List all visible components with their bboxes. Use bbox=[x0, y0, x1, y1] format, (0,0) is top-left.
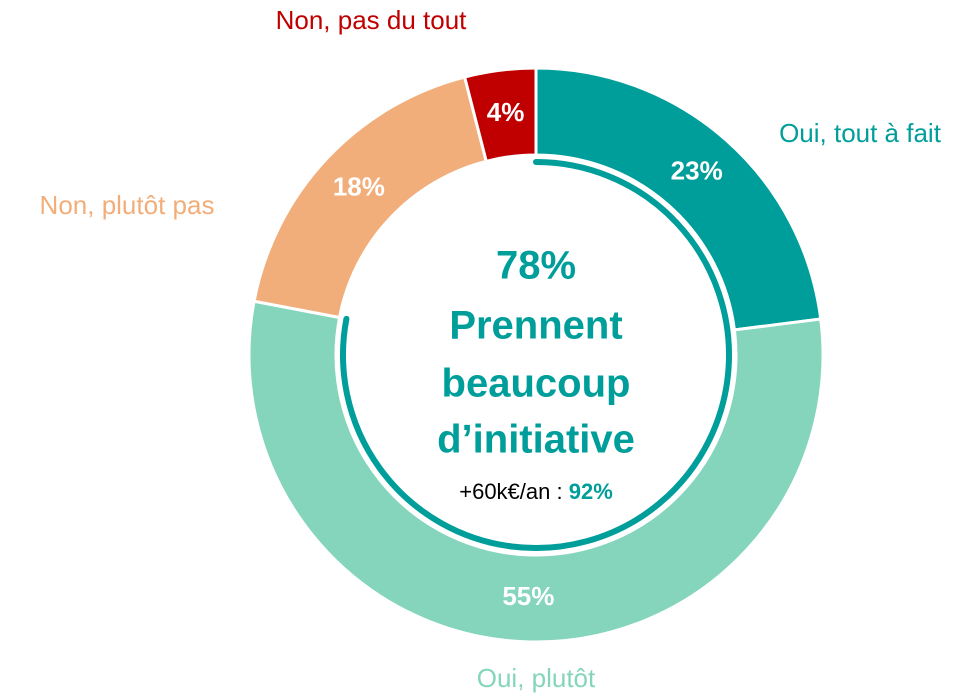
center-note: +60k€/an : 92% bbox=[459, 479, 613, 504]
data-label: 23% bbox=[671, 156, 723, 186]
data-label: 4% bbox=[487, 97, 525, 127]
data-label: 55% bbox=[502, 581, 554, 611]
center-text: Prennent bbox=[449, 304, 622, 348]
category-label: Oui, plutôt bbox=[477, 663, 596, 693]
donut-segment bbox=[534, 66, 823, 332]
note-text: +60k€/an : bbox=[459, 479, 568, 504]
data-label: 18% bbox=[333, 172, 385, 202]
center-arc bbox=[340, 159, 732, 551]
category-label: Non, pas du tout bbox=[276, 5, 468, 35]
donut-segment bbox=[462, 66, 538, 164]
donut-segment bbox=[247, 299, 825, 644]
category-label: Oui, tout à fait bbox=[779, 118, 942, 148]
note-value: 92% bbox=[569, 479, 613, 504]
category-label: Non, plutôt pas bbox=[40, 190, 215, 220]
center-text: beaucoup bbox=[442, 362, 631, 406]
center-value: 78% bbox=[496, 244, 576, 288]
center-text: d’initiative bbox=[437, 418, 635, 462]
